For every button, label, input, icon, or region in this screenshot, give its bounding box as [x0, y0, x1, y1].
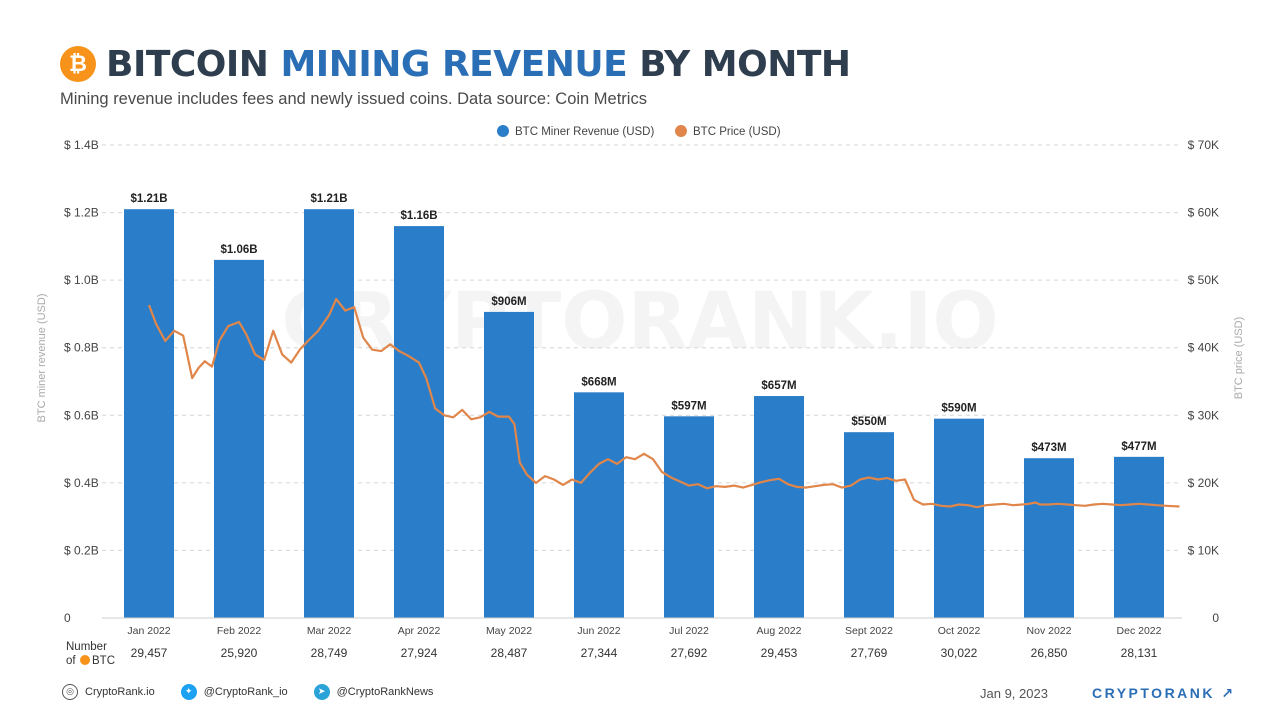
left-tick-label: $ 0.2B [64, 543, 99, 557]
footer-website[interactable]: ◎ CryptoRank.io [62, 684, 155, 700]
twitter-label: @CryptoRank_io [203, 686, 288, 698]
legend-label-revenue: BTC Miner Revenue (USD) [515, 126, 654, 138]
globe-icon: ◎ [62, 684, 78, 700]
category-label: Sept 2022 [845, 625, 893, 637]
number-of-btc-value: 27,692 [671, 646, 708, 660]
number-of-btc-label-line1: Number [66, 641, 107, 653]
left-tick-label: $ 0.8B [64, 341, 99, 355]
category-label: Jun 2022 [577, 625, 620, 637]
revenue-bar [124, 209, 174, 618]
number-of-btc-value: 29,453 [761, 646, 798, 660]
left-tick-label: $ 1.4B [64, 138, 99, 152]
legend-marker-price [675, 125, 687, 137]
right-tick-label: 0 [1212, 611, 1219, 625]
bar-value-label: $668M [581, 376, 616, 388]
right-tick-label: $ 10K [1188, 543, 1219, 557]
number-of-btc-value: 26,850 [1031, 646, 1068, 660]
revenue-bar [394, 226, 444, 619]
brand-name: CRYPTORANK [1092, 685, 1216, 701]
revenue-bar [214, 259, 264, 618]
number-of-btc-label-unit: BTC [92, 655, 115, 667]
bar-value-label: $657M [761, 380, 796, 392]
category-label: May 2022 [486, 625, 532, 637]
category-label: Mar 2022 [307, 625, 352, 637]
left-tick-label: 0 [64, 611, 71, 625]
footer-twitter[interactable]: ✦ @CryptoRank_io [180, 684, 288, 700]
title-part-2: MINING REVENUE [280, 43, 628, 85]
bar-value-label: $1.21B [310, 193, 347, 205]
title-part-3: BY MONTH [639, 43, 851, 85]
bar-value-label: $906M [491, 296, 526, 308]
page-title: BITCOIN MINING REVENUE BY MONTH [106, 44, 851, 85]
revenue-bar [304, 209, 354, 618]
subtitle: Mining revenue includes fees and newly i… [60, 90, 647, 108]
left-tick-label: $ 0.4B [64, 476, 99, 490]
revenue-bar [664, 416, 714, 618]
number-of-btc-value: 29,457 [131, 646, 168, 660]
btc-price-line [147, 298, 1180, 509]
right-axis-title: BTC price (USD) [1233, 317, 1245, 400]
revenue-bar [934, 418, 984, 618]
telegram-icon: ➤ [313, 684, 330, 700]
number-of-btc-label-line2: of [66, 655, 76, 667]
footer-telegram[interactable]: ➤ @CryptoRankNews [313, 684, 434, 700]
publish-date: Jan 9, 2023 [980, 686, 1048, 701]
right-tick-label: $ 50K [1188, 273, 1219, 287]
number-of-btc-value: 28,749 [311, 646, 348, 660]
left-tick-label: $ 1.2B [64, 206, 99, 220]
telegram-label: @CryptoRankNews [336, 686, 434, 698]
revenue-bar [1114, 456, 1164, 618]
footer: ◎ CryptoRank.io ✦ @CryptoRank_io ➤ @Cryp… [62, 684, 459, 700]
number-of-btc-value: 28,131 [1121, 646, 1158, 660]
bar-value-label: $590M [941, 403, 976, 415]
right-tick-label: $ 20K [1188, 476, 1219, 490]
watermark: CRYPTORANK.IO [281, 277, 998, 367]
legend-label-price: BTC Price (USD) [693, 126, 781, 138]
bar-value-label: $1.06B [220, 244, 257, 256]
bar-value-label: $550M [851, 416, 886, 428]
right-tick-label: $ 30K [1188, 408, 1219, 422]
brand-logo[interactable]: CRYPTORANK ↗ [1092, 685, 1236, 702]
brand-arrow-icon: ↗ [1221, 685, 1236, 701]
bar-value-label: $1.21B [130, 193, 167, 205]
number-of-btc-value: 27,344 [581, 646, 618, 660]
category-label: Jan 2022 [127, 625, 170, 637]
bar-value-label: $1.16B [400, 210, 437, 222]
number-of-btc-value: 25,920 [221, 646, 258, 660]
right-tick-label: $ 70K [1188, 138, 1219, 152]
left-axis-title: BTC miner revenue (USD) [36, 294, 48, 423]
revenue-bar [484, 311, 534, 618]
twitter-icon: ✦ [180, 684, 197, 700]
revenue-bar [754, 396, 804, 618]
bitcoin-small-icon [80, 655, 90, 665]
category-label: Aug 2022 [757, 625, 802, 637]
right-tick-label: $ 40K [1188, 341, 1219, 355]
bar-value-label: $473M [1031, 442, 1066, 454]
revenue-bar [574, 392, 624, 618]
revenue-bar [1024, 458, 1074, 618]
right-tick-label: $ 60K [1188, 206, 1219, 220]
category-label: Oct 2022 [938, 625, 981, 637]
number-of-btc-value: 28,487 [491, 646, 528, 660]
number-of-btc-value: 27,769 [851, 646, 888, 660]
bitcoin-logo-icon: ₿ [60, 46, 96, 82]
website-label: CryptoRank.io [85, 686, 155, 698]
category-label: Nov 2022 [1027, 625, 1072, 637]
category-label: Jul 2022 [669, 625, 709, 637]
left-tick-label: $ 1.0B [64, 273, 99, 287]
legend-marker-revenue [497, 125, 509, 137]
number-of-btc-value: 27,924 [401, 646, 438, 660]
category-label: Dec 2022 [1117, 625, 1162, 637]
bar-value-label: $597M [671, 400, 706, 412]
bar-value-label: $477M [1121, 441, 1156, 453]
category-label: Feb 2022 [217, 625, 262, 637]
revenue-bar [844, 432, 894, 618]
header: ₿ BITCOIN MINING REVENUE BY MONTH [60, 42, 851, 86]
number-of-btc-value: 30,022 [941, 646, 978, 660]
title-part-1: BITCOIN [106, 43, 269, 85]
category-label: Apr 2022 [398, 625, 441, 637]
left-tick-label: $ 0.6B [64, 408, 99, 422]
